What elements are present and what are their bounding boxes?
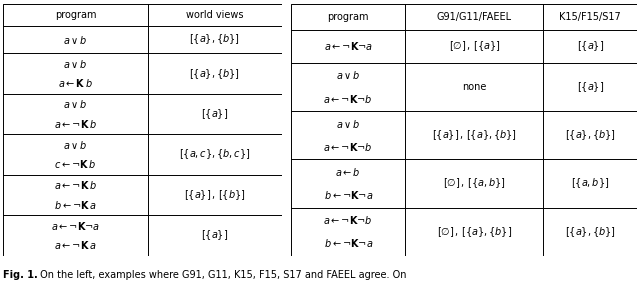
Text: $a \leftarrow \neg\mathbf{K}\neg b$: $a \leftarrow \neg\mathbf{K}\neg b$ [323, 93, 373, 104]
Text: $a \vee b$: $a \vee b$ [63, 58, 88, 70]
Text: $a \leftarrow b$: $a \leftarrow b$ [335, 166, 361, 178]
Text: $a \leftarrow \mathbf{K}\, b$: $a \leftarrow \mathbf{K}\, b$ [58, 77, 93, 89]
Text: $a \leftarrow \neg\mathbf{K}\, b$: $a \leftarrow \neg\mathbf{K}\, b$ [54, 179, 97, 191]
Text: $a \vee b$: $a \vee b$ [63, 139, 88, 151]
Text: world views: world views [186, 10, 244, 20]
Text: $a \vee b$: $a \vee b$ [336, 118, 360, 130]
Text: $[\{a\}]$: $[\{a\}]$ [577, 80, 604, 94]
Text: $a \leftarrow \neg\mathbf{K}\, b$: $a \leftarrow \neg\mathbf{K}\, b$ [54, 118, 97, 130]
Text: none: none [462, 82, 486, 92]
Text: $[\emptyset]\,,\,[\{a\},\{b\}]$: $[\emptyset]\,,\,[\{a\},\{b\}]$ [437, 225, 512, 238]
Text: $[\{a,c\},\{b,c\}]$: $[\{a,c\},\{b,c\}]$ [179, 148, 250, 161]
Text: $a \vee b$: $a \vee b$ [336, 69, 360, 81]
Text: $b \leftarrow \neg\mathbf{K}\, a$: $b \leftarrow \neg\mathbf{K}\, a$ [54, 199, 97, 211]
Text: $[\{a\},\{b\}]$: $[\{a\},\{b\}]$ [189, 67, 240, 81]
Text: $b \leftarrow \neg\mathbf{K}\neg a$: $b \leftarrow \neg\mathbf{K}\neg a$ [324, 189, 373, 201]
Text: $[\{a\}]$: $[\{a\}]$ [201, 107, 228, 121]
Text: $[\{a\},\{b\}]$: $[\{a\},\{b\}]$ [564, 225, 616, 238]
Text: $b \leftarrow \neg\mathbf{K}\neg a$: $b \leftarrow \neg\mathbf{K}\neg a$ [324, 237, 373, 249]
Text: $[\{a\},\{b\}]$: $[\{a\},\{b\}]$ [564, 128, 616, 142]
Text: program: program [55, 10, 97, 20]
Text: $[\emptyset]\,,\,[\{a\}]$: $[\emptyset]\,,\,[\{a\}]$ [449, 39, 500, 53]
Text: $[\{a\}]\,,\,[\{a\},\{b\}]$: $[\{a\}]\,,\,[\{a\},\{b\}]$ [432, 128, 517, 142]
Text: $a \leftarrow \neg\mathbf{K}\neg b$: $a \leftarrow \neg\mathbf{K}\neg b$ [323, 214, 373, 226]
Text: $[\{a\}]$: $[\{a\}]$ [201, 229, 228, 243]
Text: $a \leftarrow \neg\mathbf{K}\neg b$: $a \leftarrow \neg\mathbf{K}\neg b$ [323, 141, 373, 153]
Text: $[\{a\},\{b\}]$: $[\{a\},\{b\}]$ [189, 33, 240, 46]
Text: $[\{a,b\}]$: $[\{a,b\}]$ [571, 176, 609, 190]
Text: $[\emptyset]\,,\,[\{a,b\}]$: $[\emptyset]\,,\,[\{a,b\}]$ [443, 176, 506, 190]
Text: $a \leftarrow \neg\mathbf{K}\neg a$: $a \leftarrow \neg\mathbf{K}\neg a$ [51, 220, 100, 232]
Text: $[\{a\}]\,,\,[\{b\}]$: $[\{a\}]\,,\,[\{b\}]$ [184, 188, 246, 202]
Text: $a \leftarrow \neg\mathbf{K}\, a$: $a \leftarrow \neg\mathbf{K}\, a$ [54, 239, 97, 251]
Text: program: program [328, 12, 369, 22]
Text: $[\{a\}]$: $[\{a\}]$ [577, 39, 604, 53]
Text: G91/G11/FAEEL: G91/G11/FAEEL [437, 12, 512, 22]
Text: $c \leftarrow \neg\mathbf{K}\, b$: $c \leftarrow \neg\mathbf{K}\, b$ [54, 158, 97, 170]
Text: On the left, examples where G91, G11, K15, F15, S17 and FAEEL agree. On: On the left, examples where G91, G11, K1… [37, 270, 406, 280]
Text: $a \leftarrow \neg\mathbf{K}\neg a$: $a \leftarrow \neg\mathbf{K}\neg a$ [324, 40, 373, 52]
Text: $a \vee b$: $a \vee b$ [63, 34, 88, 46]
Text: $a \vee b$: $a \vee b$ [63, 98, 88, 111]
Text: K15/F15/S17: K15/F15/S17 [559, 12, 621, 22]
Text: Fig. 1.: Fig. 1. [3, 270, 38, 280]
